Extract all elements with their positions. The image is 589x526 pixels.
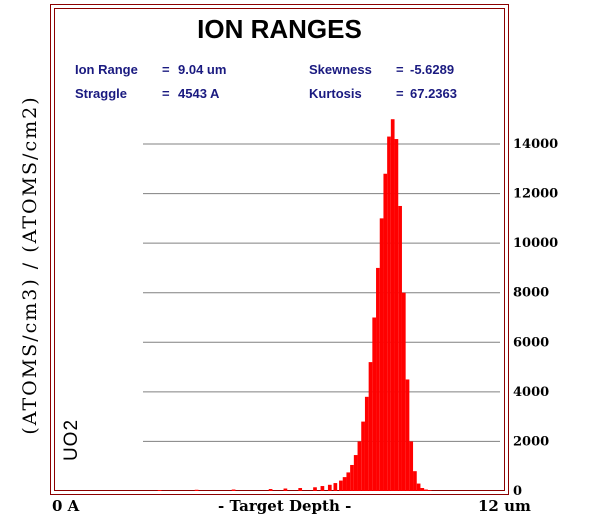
bar-32: [420, 488, 425, 491]
bar-10: [339, 480, 343, 491]
bar-20: [376, 267, 380, 491]
stat-kurtosis-value: 67.2363: [410, 86, 457, 101]
x-axis-label: - Target Depth -: [218, 497, 352, 515]
bar-34: [427, 490, 432, 491]
x-max-label: 12 um: [478, 497, 531, 515]
stat-straggle-eq: =: [162, 86, 170, 101]
stat-ion-range-label: Ion Range: [75, 62, 138, 77]
stat-skewness-eq: =: [396, 62, 404, 77]
bar-29: [409, 441, 414, 491]
bar-25: [394, 139, 399, 492]
bar-14: [353, 455, 358, 491]
chart-title: ION RANGES: [197, 14, 362, 44]
bar-22: [383, 173, 388, 491]
stat-skewness-label: Skewness: [309, 62, 372, 77]
stat-straggle-label: Straggle: [75, 86, 128, 101]
stat-kurtosis-label: Kurtosis: [309, 86, 362, 101]
bar-7: [320, 486, 325, 491]
bar-11: [342, 477, 347, 491]
bar-21: [379, 218, 384, 491]
bar-2: [231, 489, 236, 491]
grid-lines: [143, 143, 500, 442]
y-tick-label-7: 14000: [513, 137, 558, 152]
bar-18: [368, 362, 373, 491]
bar-3: [268, 489, 273, 491]
bar-27: [401, 292, 406, 491]
target-material-label: UO2: [61, 418, 82, 462]
bar-8: [327, 484, 332, 491]
bar-26: [398, 205, 402, 491]
y-tick-labels: 0 2000 4000 6000 8000 10000 12000 14000: [513, 137, 558, 499]
bar-13: [350, 464, 354, 491]
y-tick-label-5: 10000: [513, 236, 558, 251]
stat-ion-range-value: 9.04 um: [178, 62, 227, 77]
bar-0: [157, 490, 162, 491]
bar-30: [413, 471, 417, 491]
bar-24: [390, 119, 395, 491]
x-min-label: 0 A: [52, 497, 80, 515]
bar-9: [333, 483, 338, 491]
inner-frame: [54, 8, 505, 491]
y-tick-label-6: 12000: [513, 187, 558, 202]
y-tick-label-4: 8000: [513, 286, 549, 301]
y-axis-label: (ATOMS/cm3) / (ATOMS/cm2): [19, 95, 41, 435]
bar-17: [364, 396, 369, 491]
bar-19: [372, 317, 377, 491]
bar-12: [346, 472, 351, 491]
stat-kurtosis-eq: =: [396, 86, 404, 101]
stat-skewness-value: -5.6289: [410, 62, 455, 77]
bar-4: [283, 488, 288, 491]
stat-straggle-value: 4543 A: [178, 86, 220, 101]
bar-6: [313, 487, 317, 491]
y-tick-label-3: 6000: [513, 335, 549, 350]
stat-ion-range-eq: =: [162, 62, 170, 77]
y-tick-label-1: 2000: [513, 434, 549, 449]
bar-5: [298, 488, 303, 491]
bar-15: [357, 441, 362, 491]
y-tick-label-0: 0: [513, 484, 522, 499]
y-tick-label-2: 4000: [513, 385, 549, 400]
bars: [157, 119, 432, 492]
bar-16: [361, 421, 365, 491]
bar-1: [194, 489, 199, 491]
bar-31: [416, 483, 421, 491]
bar-33: [424, 489, 428, 491]
bar-23: [387, 136, 391, 492]
outer-frame: [50, 4, 509, 495]
bar-28: [405, 379, 410, 491]
